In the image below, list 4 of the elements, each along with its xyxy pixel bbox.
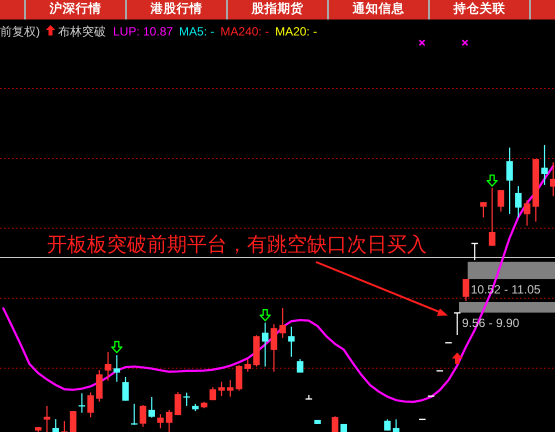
annotation: 前复权)	[0, 24, 40, 38]
annotation: 开板板突破前期平台，有跳空缺口次日买入	[47, 234, 427, 256]
title: 布林突破	[58, 24, 106, 38]
legend: LUP: 10.87 MA5: - MA240: - MA20: -	[113, 24, 318, 38]
